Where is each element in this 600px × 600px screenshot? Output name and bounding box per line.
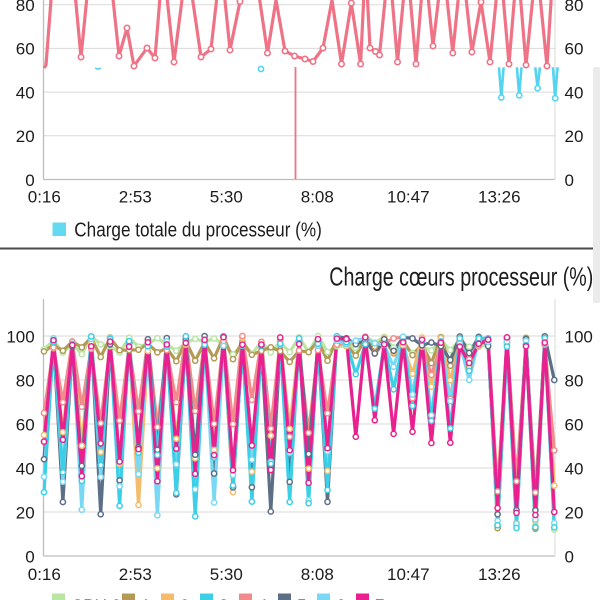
svg-text:2: 2 xyxy=(180,596,189,600)
svg-text:60: 60 xyxy=(565,40,584,59)
svg-text:40: 40 xyxy=(565,459,584,478)
svg-text:80: 80 xyxy=(16,0,35,15)
svg-text:13:26: 13:26 xyxy=(478,565,521,584)
svg-text:5:30: 5:30 xyxy=(210,187,243,206)
svg-text:100: 100 xyxy=(6,327,34,346)
svg-text:40: 40 xyxy=(565,83,584,102)
svg-text:5: 5 xyxy=(297,596,306,600)
svg-text:0:16: 0:16 xyxy=(28,565,61,584)
svg-text:5:30: 5:30 xyxy=(210,565,243,584)
svg-text:1: 1 xyxy=(141,596,150,600)
svg-text:0: 0 xyxy=(565,171,574,190)
svg-text:4: 4 xyxy=(258,596,267,600)
svg-text:8:08: 8:08 xyxy=(301,187,334,206)
svg-text:8:08: 8:08 xyxy=(301,565,334,584)
svg-text:60: 60 xyxy=(16,40,35,59)
svg-text:2:53: 2:53 xyxy=(119,565,152,584)
svg-text:6: 6 xyxy=(336,596,345,600)
svg-text:80: 80 xyxy=(565,371,584,390)
svg-text:40: 40 xyxy=(16,83,35,102)
svg-text:13:26: 13:26 xyxy=(478,187,521,206)
svg-text:3: 3 xyxy=(219,596,228,600)
svg-text:0: 0 xyxy=(25,547,34,566)
svg-text:0: 0 xyxy=(25,171,34,190)
svg-text:10:47: 10:47 xyxy=(387,565,430,584)
svg-text:CPU 0: CPU 0 xyxy=(71,596,121,600)
svg-text:80: 80 xyxy=(16,371,35,390)
svg-text:40: 40 xyxy=(16,459,35,478)
svg-text:Charge cœurs processeur (%): Charge cœurs processeur (%) xyxy=(329,262,593,292)
svg-text:0: 0 xyxy=(565,547,574,566)
svg-text:60: 60 xyxy=(565,415,584,434)
svg-text:2:53: 2:53 xyxy=(119,187,152,206)
svg-text:20: 20 xyxy=(565,503,584,522)
svg-text:20: 20 xyxy=(16,127,35,146)
svg-text:Charge totale du processeur (%: Charge totale du processeur (%) xyxy=(74,219,321,241)
svg-text:100: 100 xyxy=(565,327,593,346)
svg-text:7: 7 xyxy=(375,596,384,600)
svg-text:0:16: 0:16 xyxy=(28,187,61,206)
svg-text:80: 80 xyxy=(565,0,584,15)
svg-text:60: 60 xyxy=(16,415,35,434)
svg-text:20: 20 xyxy=(16,503,35,522)
svg-text:20: 20 xyxy=(565,127,584,146)
svg-text:10:47: 10:47 xyxy=(387,187,430,206)
